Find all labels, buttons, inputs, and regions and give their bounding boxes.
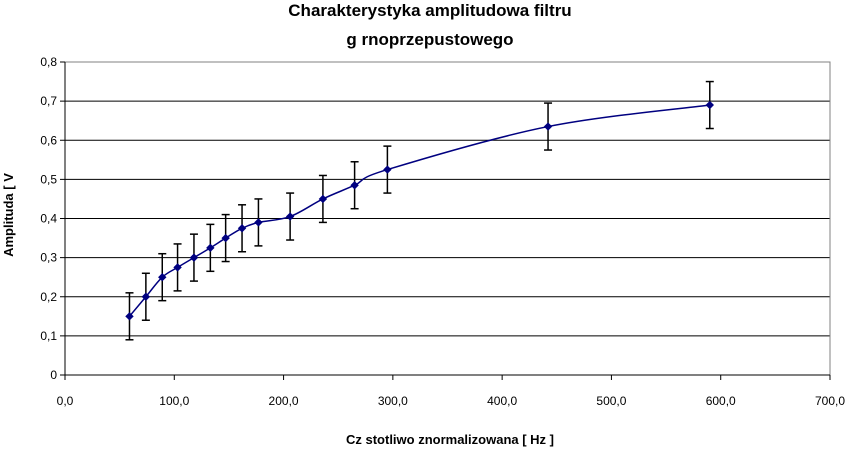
x-tick-label: 100,0 [159,394,189,408]
data-point [206,243,215,253]
data-point [158,272,167,282]
x-tick-label: 200,0 [269,394,299,408]
chart-title-line-1: Charakterystyka amplitudowa filtru [288,1,571,20]
x-tick-label: 400,0 [487,394,517,408]
series-line [128,104,710,317]
x-tick-label: 600,0 [706,394,736,408]
data-point [173,263,182,272]
error-bars [125,80,714,341]
data-point [221,233,230,243]
x-tick-label: 500,0 [596,394,626,408]
data-point [125,312,134,321]
data-markers [125,100,714,321]
data-point [141,292,151,301]
y-tick-label: 0,5 [40,172,57,186]
data-point [318,194,328,204]
y-tick-label: 0,1 [40,329,57,343]
data-point [189,253,199,262]
y-tick-label: 0,3 [40,251,57,265]
data-point [237,224,247,233]
chart-title-line-2: g rnoprzepustowego [346,30,513,49]
data-point [383,165,392,174]
y-tick-label: 0 [50,368,57,382]
x-tick-label: 300,0 [378,394,408,408]
x-tick-label: 700,0 [815,394,845,408]
x-axis-label: Cz stotliwo znormalizowana [ Hz ] [346,432,554,447]
y-tick-label: 0,7 [40,94,57,108]
y-tick-label: 0,6 [40,133,57,147]
x-tick-label: 0,0 [57,394,74,408]
data-point [254,218,263,227]
data-point [285,212,295,221]
data-point [705,100,714,110]
data-point [350,181,359,190]
y-tick-label: 0,8 [40,55,57,69]
y-axis-label: Amplituda [ V [1,173,16,257]
y-tick-label: 0,4 [40,212,57,226]
axis-ticks: 0 0,1 0,2 0,3 0,4 0,5 0,6 0,7 0,8 0,0 100,0 200,0 30… [40,55,845,408]
y-tick-label: 0,2 [40,290,57,304]
data-point [543,122,553,131]
grid-lines [65,100,830,337]
